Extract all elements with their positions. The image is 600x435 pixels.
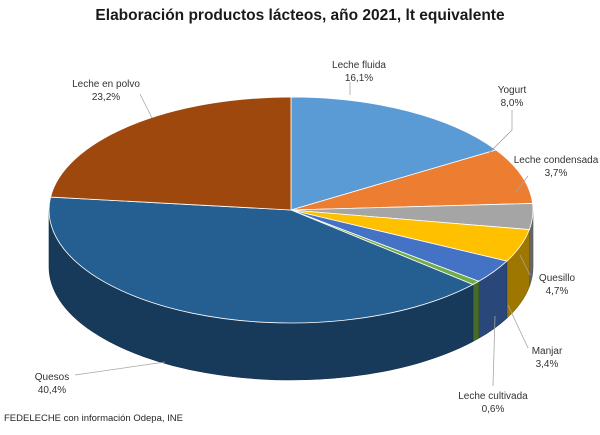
leader-lines [74,82,531,387]
slice-labels: Leche fluida 16,1% Yogurt 8,0% Leche condens… [35,60,599,415]
label-manjar: Manjar [532,346,563,357]
leader-yogurt [486,110,513,156]
slice-quesos [48,196,474,324]
value-leche-en-polvo: 23,2% [92,92,120,103]
leader-quesos [74,361,166,376]
slice-leche-en-polvo [50,96,292,211]
leader-manjar [507,304,529,349]
slice-leche-fluida [290,96,497,211]
label-leche-fluida: Leche fluida [332,60,386,71]
value-quesillo: 4,7% [546,286,569,297]
source-note: FEDELECHE con información Odepa, INE [4,413,183,424]
slice-side-leche-cultivada [472,280,480,343]
chart-title: Elaboración productos lácteos, año 2021,… [95,7,505,24]
label-yogurt: Yogurt [498,85,527,96]
slice-yogurt [290,149,534,211]
value-manjar: 3,4% [536,359,559,370]
label-leche-en-polvo: Leche en polvo [72,79,140,90]
value-leche-condensada: 3,7% [545,168,568,179]
label-quesos: Quesos [35,372,69,383]
value-quesos: 40,4% [38,385,66,396]
leader-quesillo [519,254,531,276]
value-yogurt: 8,0% [501,98,524,109]
label-leche-condensada: Leche condensada [514,155,599,166]
leader-leche-condensada [515,175,529,193]
pie-tops [48,96,534,324]
leader-leche-cultivada [492,315,496,387]
leader-leche-en-polvo [139,93,153,119]
label-leche-cultivada: Leche cultivada [458,391,528,402]
label-quesillo: Quesillo [539,273,576,284]
value-leche-cultivada: 0,6% [482,404,505,415]
value-leche-fluida: 16,1% [345,73,373,84]
